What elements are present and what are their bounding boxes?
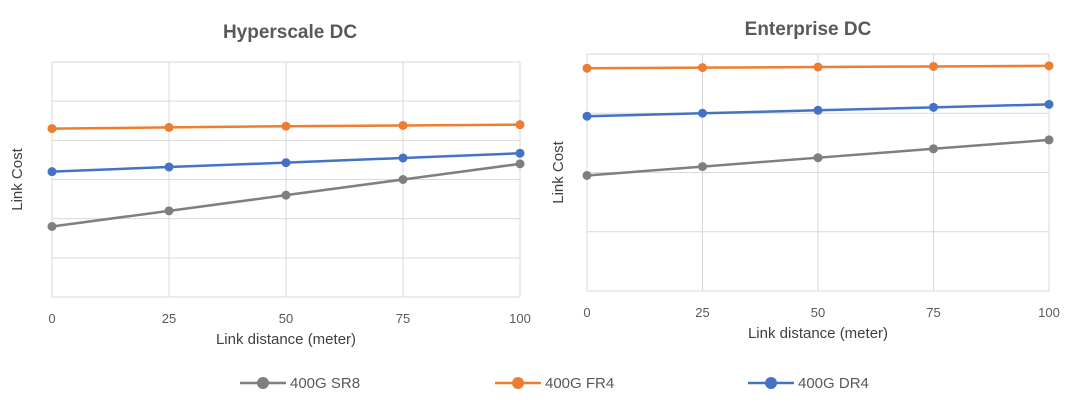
data-point-400g-dr4-3 bbox=[929, 102, 938, 112]
legend-marker-400g-dr4 bbox=[765, 377, 777, 389]
legend: 400G SR8 400G FR4 400G DR4 bbox=[240, 375, 869, 392]
legend-marker-400g-fr4 bbox=[512, 377, 524, 389]
data-point-400g-sr8-3 bbox=[929, 144, 938, 154]
chart-title: Enterprise DC bbox=[745, 19, 872, 40]
x-tick-label-0: 0 bbox=[583, 305, 590, 320]
y-axis-label: Link Cost bbox=[9, 147, 26, 210]
series-400g-dr4 bbox=[47, 148, 525, 177]
data-point-400g-dr4-1 bbox=[164, 162, 174, 172]
chart-title: Hyperscale DC bbox=[223, 22, 357, 43]
data-point-400g-sr8-2 bbox=[813, 153, 823, 163]
enterprise-chart: 0 25 50 75 100 Enterprise DC Link distance (me… bbox=[550, 19, 1060, 342]
data-point-400g-sr8-2 bbox=[281, 190, 291, 200]
data-point-400g-fr4-1 bbox=[698, 63, 707, 73]
x-tick-label-2: 50 bbox=[811, 305, 825, 320]
data-point-400g-dr4-1 bbox=[698, 108, 707, 118]
data-point-400g-fr4-1 bbox=[164, 122, 174, 132]
x-axis-label: Link distance (meter) bbox=[748, 325, 888, 342]
data-point-400g-dr4-0 bbox=[47, 167, 57, 177]
data-point-400g-sr8-3 bbox=[398, 175, 408, 184]
x-tick-label-4: 100 bbox=[1038, 305, 1060, 320]
data-point-400g-fr4-3 bbox=[929, 61, 938, 71]
data-point-400g-dr4-0 bbox=[582, 111, 592, 121]
data-point-400g-fr4-2 bbox=[281, 121, 291, 131]
hyperscale-chart: 0 25 50 75 100 Hyperscale DC Link distance (me… bbox=[9, 22, 531, 348]
data-point-400g-fr4-2 bbox=[813, 62, 823, 72]
legend-item-400g-fr4: 400G FR4 bbox=[495, 375, 614, 392]
legend-item-400g-dr4: 400G DR4 bbox=[748, 375, 869, 392]
legend-label-400g-sr8: 400G SR8 bbox=[290, 375, 360, 392]
data-point-400g-sr8-0 bbox=[47, 222, 57, 231]
x-tick-label-1: 25 bbox=[162, 311, 176, 326]
data-point-400g-sr8-0 bbox=[582, 170, 592, 180]
series-400g-dr4 bbox=[582, 99, 1054, 121]
x-tick-label-1: 25 bbox=[695, 305, 709, 320]
data-point-400g-dr4-3 bbox=[398, 153, 408, 163]
legend-item-400g-sr8: 400G SR8 bbox=[240, 375, 360, 392]
data-point-400g-sr8-1 bbox=[698, 162, 707, 172]
data-point-400g-dr4-4 bbox=[515, 148, 525, 158]
y-axis-label: Link Cost bbox=[550, 140, 567, 203]
series-400g-sr8 bbox=[47, 159, 525, 231]
data-point-400g-sr8-1 bbox=[164, 206, 174, 216]
data-point-400g-sr8-4 bbox=[1044, 135, 1054, 145]
data-point-400g-dr4-2 bbox=[813, 105, 823, 115]
x-tick-label-4: 100 bbox=[509, 311, 531, 326]
x-tick-label-3: 75 bbox=[396, 311, 410, 326]
series-400g-fr4 bbox=[582, 61, 1054, 73]
x-tick-label-0: 0 bbox=[48, 311, 55, 326]
data-point-400g-fr4-4 bbox=[1044, 61, 1054, 71]
data-point-400g-dr4-2 bbox=[281, 158, 291, 168]
x-tick-label-2: 50 bbox=[279, 311, 293, 326]
series-400g-sr8 bbox=[582, 135, 1054, 180]
data-point-400g-fr4-3 bbox=[398, 120, 408, 130]
legend-marker-400g-sr8 bbox=[257, 377, 269, 389]
x-tick-label-3: 75 bbox=[926, 305, 940, 320]
data-point-400g-dr4-4 bbox=[1044, 99, 1054, 109]
legend-label-400g-dr4: 400G DR4 bbox=[798, 375, 869, 392]
x-axis-label: Link distance (meter) bbox=[216, 331, 356, 348]
data-point-400g-sr8-4 bbox=[515, 159, 525, 169]
data-point-400g-fr4-4 bbox=[515, 120, 525, 130]
series-400g-fr4 bbox=[47, 120, 525, 134]
legend-label-400g-fr4: 400G FR4 bbox=[545, 375, 614, 392]
data-point-400g-fr4-0 bbox=[47, 124, 57, 134]
data-point-400g-fr4-0 bbox=[582, 63, 592, 73]
